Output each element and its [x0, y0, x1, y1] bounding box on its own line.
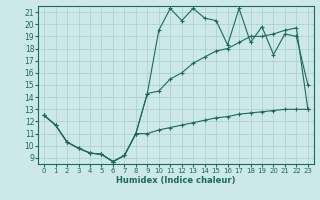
X-axis label: Humidex (Indice chaleur): Humidex (Indice chaleur) [116, 176, 236, 185]
